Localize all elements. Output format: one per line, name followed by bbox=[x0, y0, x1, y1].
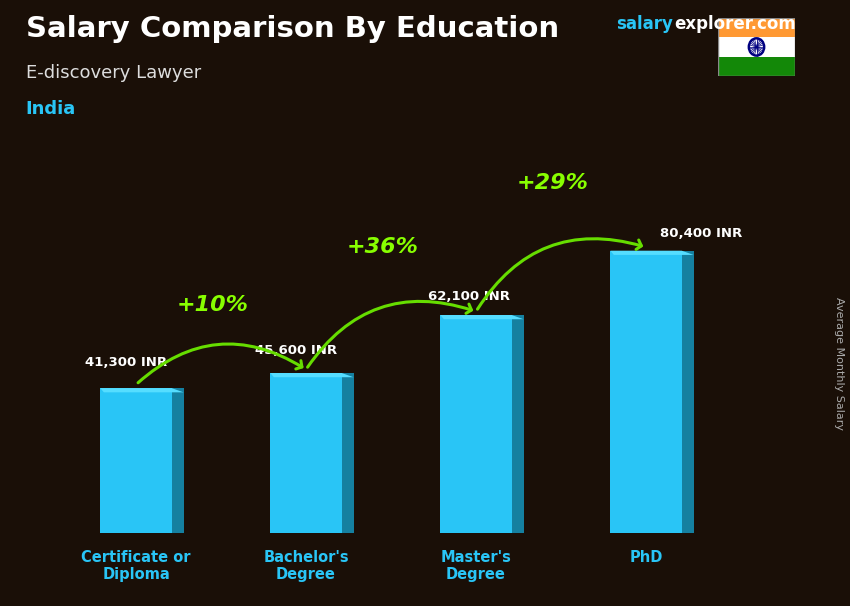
Text: 80,400 INR: 80,400 INR bbox=[660, 227, 742, 240]
Text: E-discovery Lawyer: E-discovery Lawyer bbox=[26, 64, 201, 82]
Polygon shape bbox=[610, 251, 694, 255]
Polygon shape bbox=[342, 373, 354, 533]
Polygon shape bbox=[172, 388, 184, 533]
Text: 41,300 INR: 41,300 INR bbox=[85, 356, 167, 369]
Text: explorer.com: explorer.com bbox=[674, 15, 796, 33]
Polygon shape bbox=[718, 56, 795, 76]
Text: 62,100 INR: 62,100 INR bbox=[428, 290, 510, 303]
Polygon shape bbox=[682, 251, 694, 533]
Text: +29%: +29% bbox=[517, 173, 588, 193]
Bar bbox=[610, 251, 682, 533]
Bar bbox=[270, 373, 342, 533]
Text: salary: salary bbox=[616, 15, 673, 33]
Polygon shape bbox=[440, 315, 524, 319]
Text: Average Monthly Salary: Average Monthly Salary bbox=[834, 297, 844, 430]
Polygon shape bbox=[270, 373, 354, 377]
Text: +36%: +36% bbox=[347, 237, 418, 257]
Text: 45,600 INR: 45,600 INR bbox=[255, 344, 337, 357]
Text: +10%: +10% bbox=[177, 295, 248, 315]
Text: Salary Comparison By Education: Salary Comparison By Education bbox=[26, 15, 558, 43]
Bar bbox=[440, 315, 512, 533]
Polygon shape bbox=[512, 315, 524, 533]
Polygon shape bbox=[718, 18, 795, 38]
Bar bbox=[100, 388, 172, 533]
Polygon shape bbox=[718, 38, 795, 56]
Polygon shape bbox=[100, 388, 184, 392]
Text: India: India bbox=[26, 100, 76, 118]
